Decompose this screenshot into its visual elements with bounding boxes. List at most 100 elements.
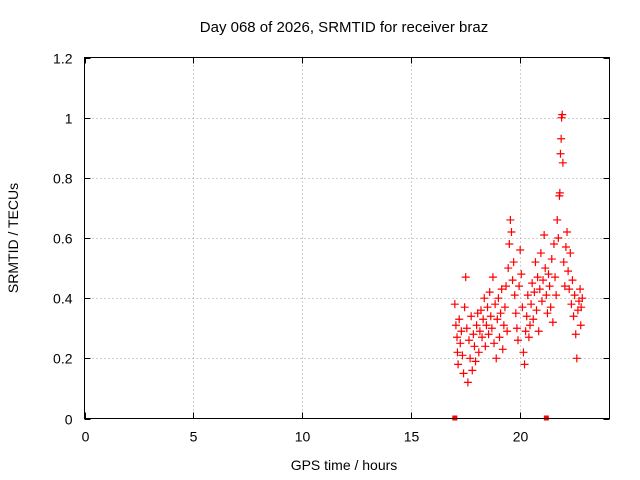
plot-frame	[84, 57, 610, 419]
data-point	[557, 134, 566, 143]
data-point	[531, 258, 540, 267]
data-point	[532, 306, 541, 315]
y-tick-label: 1.2	[53, 51, 73, 67]
x-tick-label: 15	[404, 429, 420, 445]
data-point	[478, 333, 487, 342]
data-point	[566, 249, 575, 258]
data-point	[490, 339, 499, 348]
data-point	[567, 300, 576, 309]
data-point	[500, 303, 509, 312]
data-point	[470, 342, 479, 351]
data-point	[484, 330, 493, 339]
data-point	[540, 230, 549, 239]
x-tick-label: 0	[82, 429, 90, 445]
data-point	[506, 215, 515, 224]
data-point	[518, 303, 527, 312]
data-points	[450, 110, 587, 421]
data-point	[505, 240, 514, 249]
data-point	[458, 351, 467, 360]
data-point	[497, 285, 506, 294]
data-point	[494, 294, 503, 303]
data-point	[527, 300, 536, 309]
data-point	[545, 282, 554, 291]
data-point	[512, 324, 521, 333]
data-point	[563, 227, 572, 236]
data-point	[539, 276, 548, 285]
data-point	[568, 276, 577, 285]
data-point	[548, 318, 557, 327]
data-point	[450, 300, 459, 309]
data-point	[471, 357, 480, 366]
y-tick-label: 0.6	[53, 231, 73, 247]
data-point	[499, 321, 508, 330]
data-point	[485, 288, 494, 297]
data-point	[552, 291, 561, 300]
data-point	[564, 267, 573, 276]
data-point	[510, 291, 519, 300]
data-point	[544, 270, 553, 279]
data-point	[543, 309, 552, 318]
data-point	[556, 149, 565, 158]
data-point	[577, 303, 586, 312]
data-point	[491, 300, 500, 309]
data-point	[509, 258, 518, 267]
data-point	[493, 315, 502, 324]
data-point	[480, 294, 489, 303]
data-point	[576, 285, 585, 294]
data-point	[519, 348, 528, 357]
data-point	[565, 285, 574, 294]
data-point	[547, 255, 556, 264]
grid-layer	[84, 57, 610, 419]
data-point	[488, 273, 497, 282]
data-point	[503, 327, 512, 336]
data-point	[476, 306, 485, 315]
tick-layer: 0 0.2 0.4 0.6 0.8 1 1.2 0 5 10 15 20	[53, 51, 610, 445]
data-point	[496, 309, 505, 318]
data-point	[456, 339, 465, 348]
data-point	[453, 333, 462, 342]
data-point	[492, 354, 501, 363]
data-point	[521, 327, 530, 336]
data-point	[507, 227, 516, 236]
data-point	[515, 282, 524, 291]
data-point	[524, 333, 533, 342]
data-point	[560, 282, 569, 291]
data-point	[561, 243, 570, 252]
data-point	[455, 315, 464, 324]
data-point	[559, 258, 568, 267]
data-point	[508, 276, 517, 285]
data-point	[467, 312, 476, 321]
data-point	[569, 312, 578, 321]
data-point	[529, 315, 538, 324]
data-point	[474, 348, 483, 357]
y-tick-label: 0.4	[53, 291, 73, 307]
data-point	[469, 330, 478, 339]
chart-title: Day 068 of 2026, SRMTID for receiver bra…	[200, 19, 488, 36]
data-point	[453, 348, 462, 357]
data-point	[498, 345, 507, 354]
y-tick-label: 1	[65, 111, 73, 127]
data-point	[553, 215, 562, 224]
data-point	[481, 342, 490, 351]
data-point	[457, 327, 466, 336]
data-point	[511, 309, 520, 318]
data-point	[554, 234, 563, 242]
data-point	[461, 273, 470, 282]
y-tick-label: 0	[65, 412, 73, 428]
y-tick-label: 0.8	[53, 171, 73, 187]
data-point	[466, 354, 475, 363]
data-point	[551, 273, 560, 282]
data-point	[528, 279, 537, 288]
data-point	[504, 264, 513, 273]
data-point	[542, 291, 551, 300]
data-point	[533, 273, 542, 282]
x-tick-label: 20	[513, 429, 529, 445]
data-point	[495, 333, 504, 342]
data-point	[479, 315, 488, 324]
data-point	[516, 246, 525, 255]
data-point	[475, 327, 484, 336]
data-point	[555, 188, 564, 197]
data-point	[537, 297, 546, 306]
data-point	[472, 321, 481, 330]
data-point	[558, 110, 567, 119]
